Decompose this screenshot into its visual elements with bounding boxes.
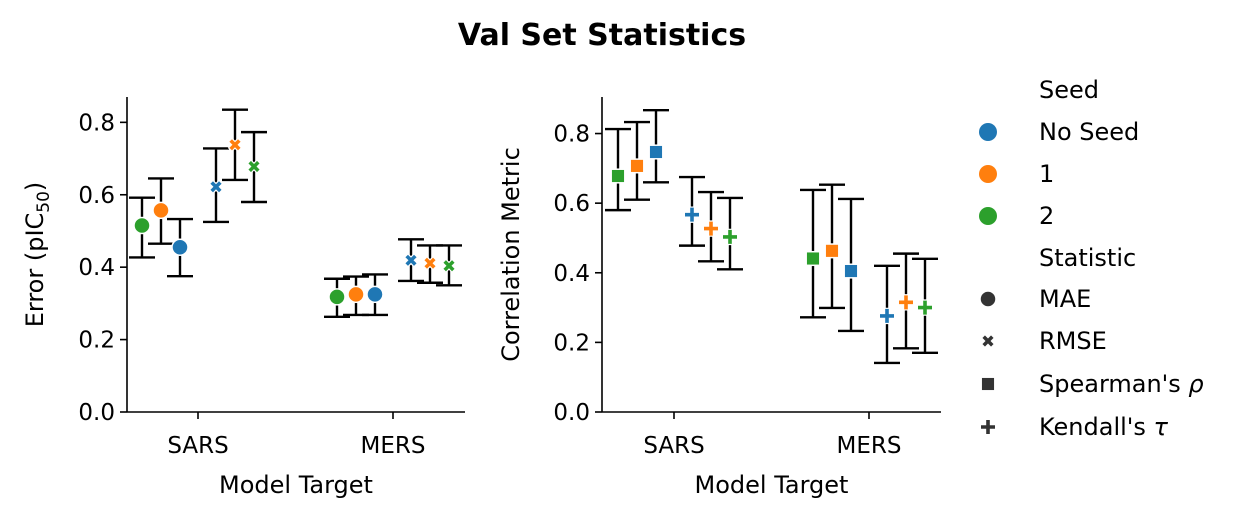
legend-marker <box>979 207 997 225</box>
y-axis-label: Error (pIC50) <box>21 182 54 328</box>
data-point <box>227 137 243 153</box>
data-point <box>805 250 821 267</box>
legend-label: No Seed <box>1039 118 1139 146</box>
y-tick-label: 0.6 <box>78 183 115 209</box>
legend-marker <box>979 290 997 308</box>
legend-label: RMSE <box>1039 327 1107 355</box>
legend-marker <box>980 333 996 349</box>
data-point <box>916 299 934 316</box>
x-axis-label: Model Target <box>219 471 373 499</box>
data-point <box>683 206 701 223</box>
data-point <box>171 238 189 257</box>
data-point <box>441 258 457 273</box>
legend-title-seed: Seed <box>1039 76 1099 104</box>
y-tick-label: 0.2 <box>553 330 590 356</box>
legend-title-statistic: Statistic <box>1039 244 1136 272</box>
y-tick-label: 0.6 <box>553 191 590 217</box>
legend-marker <box>979 165 997 183</box>
data-point <box>422 255 438 271</box>
y-tick-label: 0.8 <box>553 122 590 148</box>
y-tick-label: 0.0 <box>553 400 590 426</box>
data-point <box>403 253 419 268</box>
y-tick-label: 0.4 <box>78 255 115 281</box>
legend: Seed No Seed 1 2 Statistic MAE RMSE Spearman's … <box>979 76 1204 441</box>
x-axis-label: Model Target <box>695 471 849 499</box>
data-point <box>843 263 859 279</box>
legend-label: MAE <box>1039 285 1091 313</box>
data-point <box>878 307 896 325</box>
data-point <box>152 201 170 220</box>
legend-marker <box>980 376 996 392</box>
legend-label: 1 <box>1039 160 1054 188</box>
y-tick-label: 0.0 <box>78 400 115 426</box>
data-point <box>366 285 384 304</box>
data-point <box>824 243 840 259</box>
y-tick-label: 0.4 <box>553 261 590 287</box>
data-point <box>648 144 664 160</box>
data-point <box>328 288 346 306</box>
left-panel: 0.0 0.2 0.4 0.6 0.8 SARS MERS Model Target Error… <box>21 97 465 499</box>
data-point <box>629 158 645 174</box>
x-tick-label: MERS <box>837 433 902 459</box>
right-panel: 0.0 0.2 0.4 0.6 0.8 SARS MERS Model Target Corre… <box>497 97 941 499</box>
x-tick-label: SARS <box>167 433 228 459</box>
legend-label: Spearman's ρ <box>1039 370 1204 398</box>
legend-marker <box>979 418 997 436</box>
y-axis-label: Correlation Metric <box>497 147 525 362</box>
x-tick-label: SARS <box>643 433 704 459</box>
y-tick-label: 0.2 <box>78 328 115 354</box>
x-tick-label: MERS <box>361 433 426 459</box>
legend-label: Kendall's τ <box>1039 413 1169 441</box>
y-tick-label: 0.8 <box>78 110 115 136</box>
data-point <box>721 228 739 246</box>
data-point <box>208 179 224 195</box>
data-point <box>347 285 365 304</box>
data-point <box>246 159 262 174</box>
chart-title: Val Set Statistics <box>458 18 746 53</box>
legend-label: 2 <box>1039 202 1054 230</box>
data-point <box>897 294 915 311</box>
legend-marker <box>979 123 997 141</box>
data-point <box>610 168 626 184</box>
data-point <box>702 220 720 237</box>
data-point <box>133 216 151 235</box>
